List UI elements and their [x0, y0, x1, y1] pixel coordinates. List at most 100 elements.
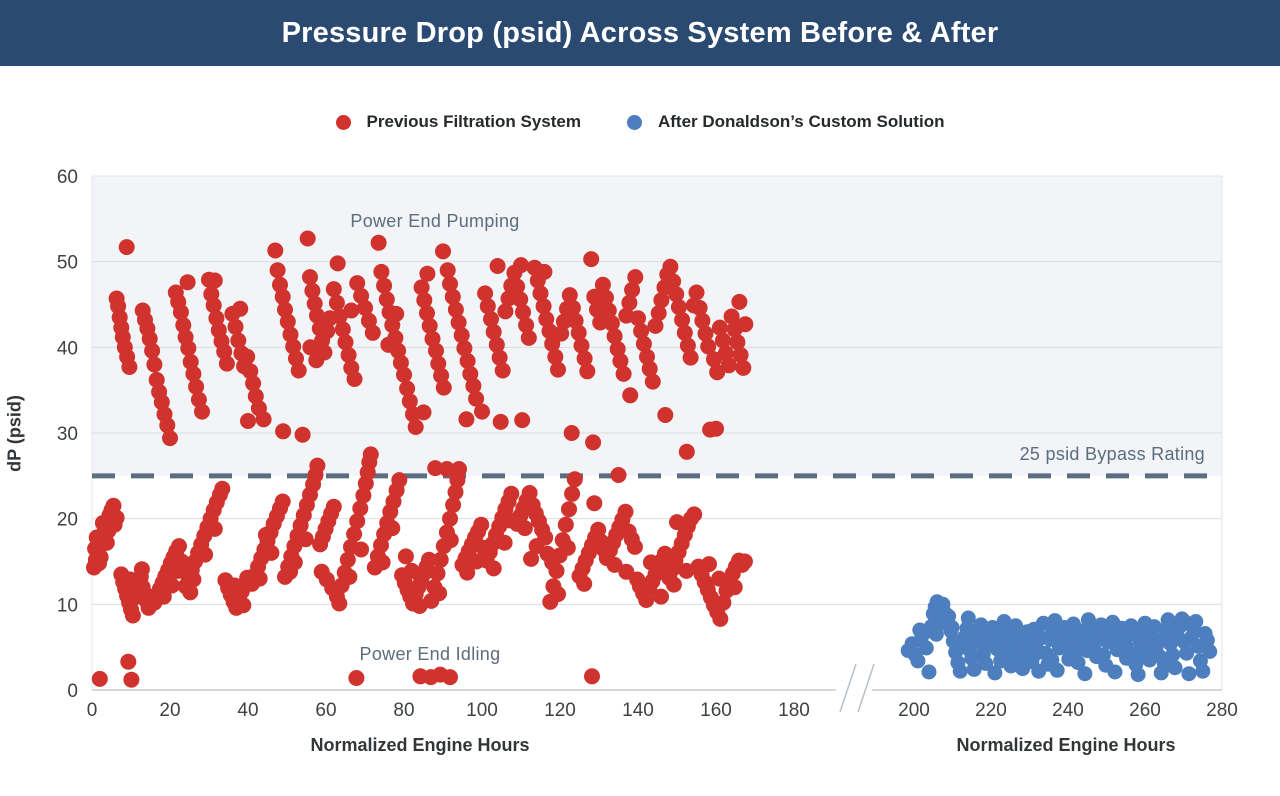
data-point-previous [465, 377, 482, 394]
data-point-after [944, 620, 960, 635]
data-point-previous [175, 317, 192, 334]
data-point-previous [376, 277, 393, 294]
data-point-previous [621, 294, 638, 311]
data-point-previous [489, 258, 506, 274]
data-point-previous [91, 670, 108, 687]
data-point-previous [622, 387, 639, 404]
y-tick-label-20: 20 [57, 510, 78, 531]
data-point-previous [362, 446, 379, 463]
data-point-previous [433, 367, 450, 384]
data-point-previous [447, 301, 464, 318]
data-point-previous [523, 550, 540, 567]
data-point-previous [218, 355, 235, 372]
data-point-previous [374, 554, 391, 571]
data-point-previous [570, 324, 587, 341]
data-point-previous [579, 363, 596, 380]
data-point-previous [302, 339, 319, 356]
data-point-previous [697, 325, 714, 342]
x-tick-label-60: 60 [315, 700, 336, 721]
data-point-previous [197, 546, 214, 563]
data-point-previous [701, 556, 717, 573]
legend-item-previous: Previous Filtration System [335, 112, 581, 132]
data-point-previous [653, 292, 670, 309]
data-point-previous [459, 353, 476, 369]
data-point-previous [456, 340, 473, 357]
data-point-previous [585, 434, 602, 451]
data-point-previous [662, 258, 679, 275]
data-point-previous [518, 317, 535, 334]
data-point-previous [206, 272, 223, 289]
data-point-previous [124, 607, 141, 624]
data-point-previous [453, 327, 470, 344]
legend-item-after: After Donaldson’s Custom Solution [626, 112, 944, 132]
y-tick-label-50: 50 [57, 253, 78, 274]
data-point-previous [731, 293, 748, 310]
data-point-previous [584, 668, 600, 685]
data-point-previous [120, 653, 137, 670]
data-point-after [1062, 636, 1078, 652]
data-point-previous [617, 503, 634, 520]
data-point-previous [421, 317, 438, 334]
data-point-after [1077, 666, 1093, 682]
data-point-previous [682, 349, 699, 366]
data-point-previous [665, 576, 682, 593]
data-point-after [987, 665, 1003, 681]
data-point-previous [205, 297, 222, 314]
data-point-previous [357, 299, 373, 316]
data-point-previous [650, 305, 667, 322]
data-point-previous [159, 417, 176, 434]
data-point-previous [216, 343, 233, 360]
data-point-previous [282, 326, 299, 343]
data-point-previous [447, 484, 464, 501]
data-point-previous [288, 350, 304, 367]
data-point-previous [485, 560, 502, 577]
data-point-after [1009, 643, 1025, 659]
data-point-previous [624, 281, 641, 298]
data-point-previous [141, 330, 158, 347]
y-tick-label-30: 30 [57, 424, 78, 445]
data-point-previous [401, 393, 418, 410]
data-point-after [918, 640, 934, 656]
data-point-previous [87, 540, 104, 557]
data-point-previous [592, 314, 609, 331]
data-point-previous [483, 311, 499, 328]
x-tick-label-240: 240 [1052, 700, 1084, 721]
data-point-previous [415, 404, 432, 421]
data-point-previous [421, 551, 437, 568]
data-point-previous [444, 288, 461, 305]
data-point-previous [309, 307, 325, 324]
data-point-previous [688, 284, 705, 301]
data-point-previous [576, 575, 593, 592]
data-point-previous [564, 485, 581, 502]
data-point-previous [282, 563, 299, 580]
data-point-previous [146, 356, 163, 373]
data-point-previous [388, 305, 405, 322]
data-point-previous [589, 301, 605, 318]
data-point-previous [720, 357, 737, 374]
data-point-previous [521, 485, 538, 501]
data-point-after [912, 622, 928, 638]
data-point-previous [325, 498, 342, 515]
data-point-previous [668, 286, 685, 303]
annotation-power-end-pumping: Power End Pumping [350, 211, 520, 231]
data-point-previous [586, 288, 603, 305]
data-point-after [1027, 646, 1043, 662]
data-point-previous [182, 584, 199, 601]
data-point-previous [450, 314, 467, 331]
data-point-previous [544, 554, 561, 571]
data-point-previous [413, 279, 430, 296]
data-point-previous [429, 565, 446, 582]
data-point-previous [553, 325, 570, 342]
data-point-previous [451, 461, 467, 477]
data-point-previous [364, 324, 381, 341]
data-point-previous [133, 561, 150, 578]
data-point-previous [598, 289, 614, 306]
data-point-after [1195, 663, 1211, 679]
data-point-previous [491, 349, 508, 366]
data-point-previous [723, 308, 740, 325]
chart-legend: Previous Filtration System After Donalds… [0, 104, 1280, 140]
data-point-after [1177, 614, 1193, 630]
data-point-previous [473, 516, 490, 533]
x-tick-label-260: 260 [1129, 700, 1161, 721]
y-tick-label-40: 40 [57, 338, 78, 359]
